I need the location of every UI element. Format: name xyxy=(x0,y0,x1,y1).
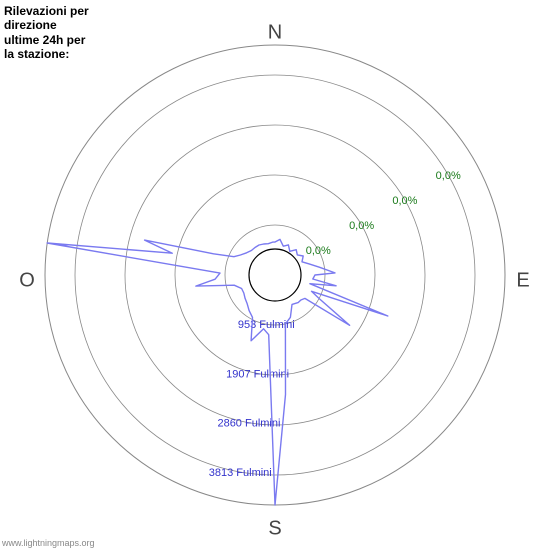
ring-label-pct: 0,0% xyxy=(306,245,331,257)
dir-w: O xyxy=(19,269,35,291)
ring-label-pct: 0,0% xyxy=(392,195,417,207)
center-circle xyxy=(249,249,301,301)
credit-text: www.lightningmaps.org xyxy=(2,538,95,548)
ring-label-fulmini: 1907 Fulmini xyxy=(226,368,289,380)
dir-s: S xyxy=(268,517,281,539)
polar-chart: 0,0% 0,0% 0,0% 0,0% 953 Fulmini 1907 Fulmini 2… xyxy=(0,0,550,550)
ring-label-fulmini: 2860 Fulmini xyxy=(217,418,280,430)
chart-title: Rilevazioni per direzione ultime 24h per… xyxy=(4,4,89,62)
dir-e: E xyxy=(516,269,529,291)
ring-label-pct: 0,0% xyxy=(436,170,461,182)
ring-label-pct: 0,0% xyxy=(349,220,374,232)
ring-label-fulmini: 953 Fulmini xyxy=(238,319,295,331)
ring-label-fulmini: 3813 Fulmini xyxy=(209,467,272,479)
dir-n: N xyxy=(268,21,282,43)
